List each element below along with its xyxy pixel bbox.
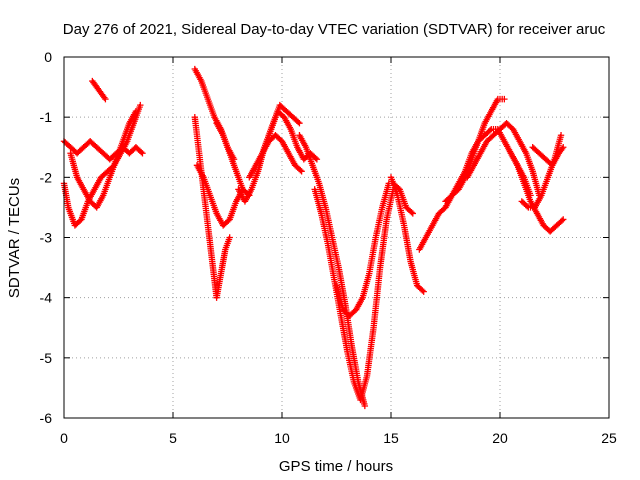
data-points [60, 65, 567, 410]
x-tick-label: 0 [60, 430, 68, 446]
series-13 [333, 180, 393, 319]
series-21 [529, 144, 567, 169]
y-tick-label: -3 [40, 230, 53, 246]
series-20 [518, 132, 565, 211]
series-markers [257, 101, 303, 163]
series-markers [89, 77, 109, 103]
series-3 [89, 77, 109, 103]
series-15 [389, 180, 416, 217]
series-markers [311, 186, 397, 404]
y-tick-label: -1 [40, 109, 53, 125]
x-tick-label: 5 [169, 430, 177, 446]
x-tick-label: 15 [383, 430, 399, 446]
series-2 [67, 107, 140, 211]
y-tick-label: 0 [44, 49, 52, 65]
series-markers [387, 174, 427, 295]
x-tick-label: 20 [492, 430, 508, 446]
x-axis-label: GPS time / hours [279, 458, 393, 475]
series-markers [529, 144, 567, 169]
x-tick-label: 10 [274, 430, 290, 446]
grid [64, 57, 609, 418]
y-tick-label: -5 [40, 350, 53, 366]
series-6 [193, 162, 246, 229]
y-tick-label: -4 [40, 290, 53, 306]
chart-title: Day 276 of 2021, Sidereal Day-to-day VTE… [63, 21, 606, 38]
series-markers [67, 107, 140, 211]
series-8 [235, 107, 321, 205]
series-12 [311, 186, 397, 404]
series-10 [257, 101, 303, 163]
y-tick-label: -2 [40, 169, 53, 185]
y-tick-label: -6 [40, 410, 53, 426]
series-markers [333, 180, 393, 319]
series-markers [235, 107, 321, 205]
series-markers [193, 162, 246, 229]
axis-ticks: 0 5 10 15 20 25 0 -1 -2 -3 -4 -5 -6 [40, 49, 617, 446]
series-markers [213, 119, 253, 199]
series-7 [213, 119, 253, 199]
y-axis-label: SDTVAR / TECUs [6, 178, 23, 298]
series-markers [389, 180, 416, 217]
series-markers [464, 119, 543, 199]
x-tick-label: 25 [601, 430, 617, 446]
series-markers [518, 132, 565, 211]
series-14 [387, 174, 427, 295]
series-18 [464, 119, 543, 199]
